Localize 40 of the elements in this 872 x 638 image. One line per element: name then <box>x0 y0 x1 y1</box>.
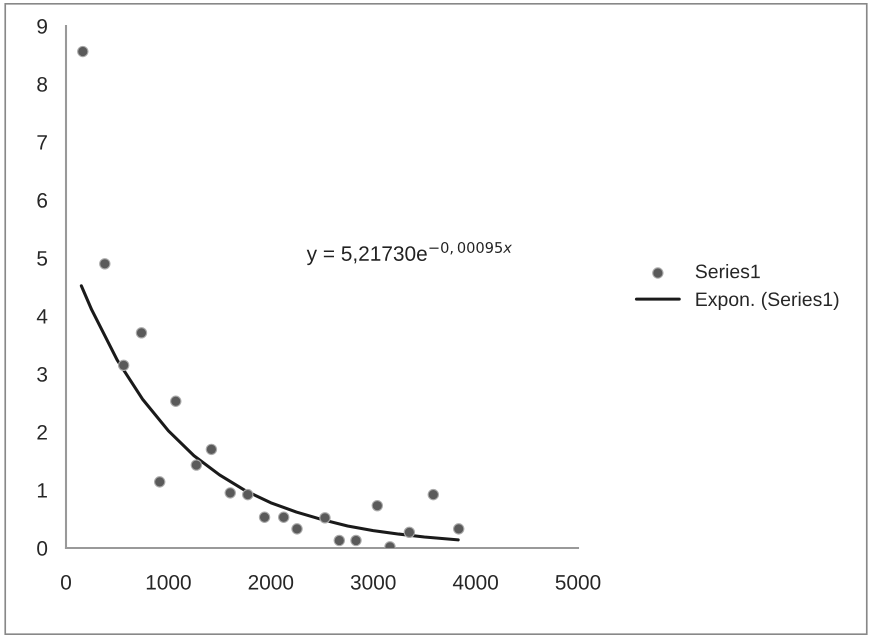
annotation: y = 5,21730e$^{−0,00095x}$ <box>306 242 512 266</box>
y-tick-label: 6 <box>37 193 48 208</box>
line-series <box>80 284 460 542</box>
point <box>334 534 346 546</box>
y-tick-label: 8 <box>37 77 48 92</box>
point <box>428 488 440 500</box>
point <box>242 488 254 500</box>
point <box>224 487 236 499</box>
y-tick-label: 1 <box>38 483 47 498</box>
point <box>258 512 270 523</box>
point <box>77 46 88 58</box>
point <box>291 523 303 535</box>
x-tick-label: 1000 <box>146 574 191 590</box>
legend-label: Series1 <box>696 264 760 278</box>
point <box>350 534 362 546</box>
y-tick-label: 0 <box>37 541 48 556</box>
y-tick-label: 7 <box>37 135 47 150</box>
x-tick-label: 3000 <box>350 574 396 590</box>
x-tick-label: 4000 <box>452 574 498 590</box>
point <box>278 512 290 523</box>
point <box>319 512 331 524</box>
y-tick-label: 3 <box>37 367 48 382</box>
point <box>154 476 166 488</box>
y-tick-label: 4 <box>36 309 48 324</box>
y-tick-label: 9 <box>37 19 47 34</box>
point <box>136 327 148 339</box>
point <box>206 444 218 456</box>
point <box>404 526 416 538</box>
point <box>453 523 464 535</box>
point <box>372 500 383 512</box>
x-tick-label: 0 <box>61 574 71 590</box>
legend-label: Expon. (Series1) <box>696 292 838 310</box>
x-tick-label: 5000 <box>556 574 600 590</box>
y-tick-label: 5 <box>37 251 48 266</box>
point <box>170 396 182 407</box>
y-tick-label: 2 <box>37 425 47 440</box>
point <box>118 360 130 372</box>
point <box>99 258 111 270</box>
point <box>190 459 202 471</box>
x-tick-label: 2000 <box>248 574 294 590</box>
